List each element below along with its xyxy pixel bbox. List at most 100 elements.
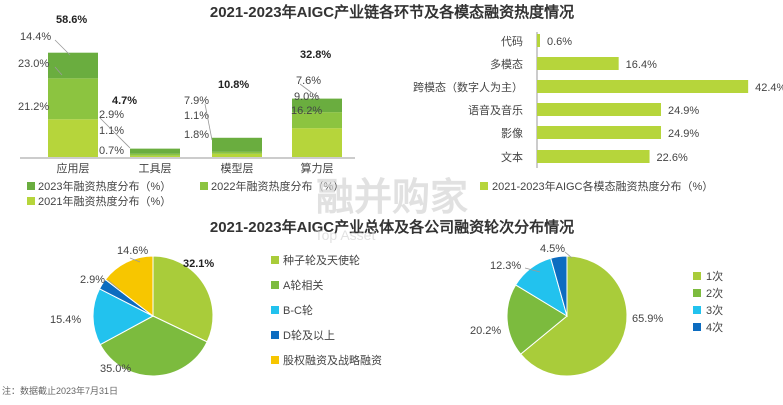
pie-value-label: 4.5% bbox=[540, 243, 565, 255]
stacked-bar-segment bbox=[48, 52, 98, 79]
stacked-data-label: 16.2% bbox=[291, 105, 322, 117]
legend-swatch bbox=[271, 306, 279, 314]
pie-slice bbox=[506, 284, 568, 355]
watermark-logo-text: 融并购家 bbox=[316, 177, 468, 219]
pie-value-label: 35.0% bbox=[100, 363, 131, 375]
footnote: 注：数据截止2023年7月31日 bbox=[2, 385, 118, 396]
legend-label: 种子轮及天使轮 bbox=[283, 253, 360, 267]
hbar-bar bbox=[537, 80, 749, 93]
stacked-bar-chart: 21.2% 23.0% 14.4% 58.6% 0.7% 1.1% 2.9% 4.7% 1.8%… bbox=[18, 14, 355, 175]
hbar-value-label: 24.9% bbox=[668, 128, 699, 140]
legend-swatch bbox=[271, 281, 279, 289]
legend-swatch bbox=[693, 323, 701, 331]
legend-swatch bbox=[271, 356, 279, 364]
stacked-legend: 2023年融资热度分布（%） 2022年融资热度分布（%） 2021年融资热度分布（… bbox=[27, 179, 344, 208]
stacked-total-label: 10.8% bbox=[218, 79, 249, 91]
chart-title-top: 2021-2023年AIGC产业链各环节及各模态融资热度情况 bbox=[210, 3, 574, 21]
stacked-bar-segment bbox=[48, 78, 98, 120]
stacked-total-label: 32.8% bbox=[300, 49, 331, 61]
pie-slice bbox=[92, 288, 155, 346]
stacked-category-label: 工具层 bbox=[139, 162, 172, 175]
leader-line bbox=[107, 279, 121, 291]
hbar-bar bbox=[537, 57, 619, 70]
leader-line bbox=[99, 117, 131, 149]
legend-label: 2023年融资热度分布（%） bbox=[38, 179, 171, 193]
pie-chart-counts: 65.9% 20.2% 12.3% 4.5% bbox=[470, 243, 663, 377]
hbar-legend: 2021-2023年AIGC各模态融资热度分布（%） bbox=[480, 179, 713, 193]
pie-value-label: 12.3% bbox=[490, 260, 521, 272]
hbar-bar bbox=[537, 103, 662, 116]
pie-value-label: 14.6% bbox=[117, 245, 148, 257]
legend-swatch bbox=[271, 256, 279, 264]
horizontal-bar-chart: 代码 0.6% 多模态 16.4% 跨模态（数字人为主） 42.4% 语音及音乐 24.9% 影… bbox=[413, 32, 783, 168]
leader-line bbox=[204, 103, 213, 141]
stacked-bar-segment bbox=[212, 151, 262, 154]
legend-swatch bbox=[200, 182, 208, 190]
stacked-total-label: 4.7% bbox=[112, 95, 137, 107]
stacked-category-label: 应用层 bbox=[57, 161, 90, 175]
watermark-sub-text: Top Asset bbox=[315, 227, 376, 243]
stacked-bar-segment bbox=[212, 137, 262, 152]
stacked-data-label: 1.1% bbox=[99, 125, 124, 137]
pie-value-label: 20.2% bbox=[470, 325, 501, 337]
legend-swatch bbox=[693, 289, 701, 297]
pie-slice bbox=[99, 315, 208, 377]
stacked-data-label: 9.0% bbox=[294, 91, 319, 103]
stacked-bar-segment bbox=[212, 153, 262, 157]
stacked-bar-segment bbox=[48, 119, 98, 157]
stacked-data-label: 14.4% bbox=[20, 31, 51, 43]
leader-line bbox=[299, 83, 321, 100]
stacked-data-label: 21.2% bbox=[18, 101, 49, 113]
stacked-category-label: 模型层 bbox=[221, 161, 254, 175]
legend-label: 2021-2023年AIGC各模态融资热度分布（%） bbox=[492, 179, 713, 193]
hbar-category-label: 影像 bbox=[501, 127, 523, 140]
stacked-bar-segment bbox=[130, 148, 180, 154]
legend-swatch bbox=[693, 272, 701, 280]
pie-value-label: 2.9% bbox=[80, 274, 105, 286]
hbar-category-label: 语音及音乐 bbox=[468, 103, 523, 117]
pie-slice bbox=[550, 255, 568, 317]
legend-label: 2次 bbox=[706, 286, 723, 300]
stacked-bar-segment bbox=[130, 155, 180, 157]
hbar-category-label: 文本 bbox=[501, 150, 523, 164]
legend-label: D轮及以上 bbox=[283, 328, 335, 342]
legend-label: 4次 bbox=[706, 320, 723, 334]
legend-label: 2021年融资热度分布（%） bbox=[38, 194, 171, 208]
stacked-data-label: 1.8% bbox=[184, 129, 209, 141]
legend-swatch bbox=[27, 182, 35, 190]
hbar-bar bbox=[537, 150, 650, 163]
stacked-total-label: 58.6% bbox=[56, 14, 87, 26]
stacked-data-label: 7.9% bbox=[184, 95, 209, 107]
hbar-bar bbox=[537, 34, 540, 47]
stacked-bar-segment bbox=[292, 98, 342, 113]
leader-line bbox=[129, 257, 141, 263]
pie-slice bbox=[519, 255, 628, 377]
hbar-value-label: 42.4% bbox=[755, 82, 783, 94]
stacked-data-label: 0.7% bbox=[99, 145, 124, 157]
pie-counts-legend: 1次 2次 3次 4次 bbox=[693, 269, 723, 334]
stacked-category-label: 算力层 bbox=[301, 161, 334, 175]
legend-label: 1次 bbox=[706, 269, 723, 283]
stacked-bar-segment bbox=[292, 112, 342, 129]
legend-swatch bbox=[27, 197, 35, 205]
hbar-value-label: 16.4% bbox=[626, 59, 657, 71]
legend-swatch bbox=[480, 182, 488, 190]
legend-swatch bbox=[271, 331, 279, 339]
legend-label: 股权融资及战略融资 bbox=[283, 353, 382, 367]
pie-slice bbox=[152, 255, 214, 343]
hbar-value-label: 24.9% bbox=[668, 105, 699, 117]
leader-line bbox=[524, 267, 541, 273]
leader-line bbox=[564, 251, 573, 259]
stacked-data-label: 23.0% bbox=[18, 58, 49, 70]
stacked-data-label: 2.9% bbox=[99, 109, 124, 121]
chart-title-bottom: 2021-2023年AIGC产业总体及各公司融资轮次分布情况 bbox=[210, 218, 574, 236]
legend-label: 3次 bbox=[706, 303, 723, 317]
legend-label: 2022年融资热度分布（%） bbox=[211, 179, 344, 193]
stacked-data-label: 7.6% bbox=[296, 75, 321, 87]
legend-label: B-C轮 bbox=[283, 303, 313, 317]
hbar-value-label: 22.6% bbox=[657, 152, 688, 164]
leader-line bbox=[54, 66, 63, 76]
hbar-value-label: 0.6% bbox=[547, 36, 572, 48]
